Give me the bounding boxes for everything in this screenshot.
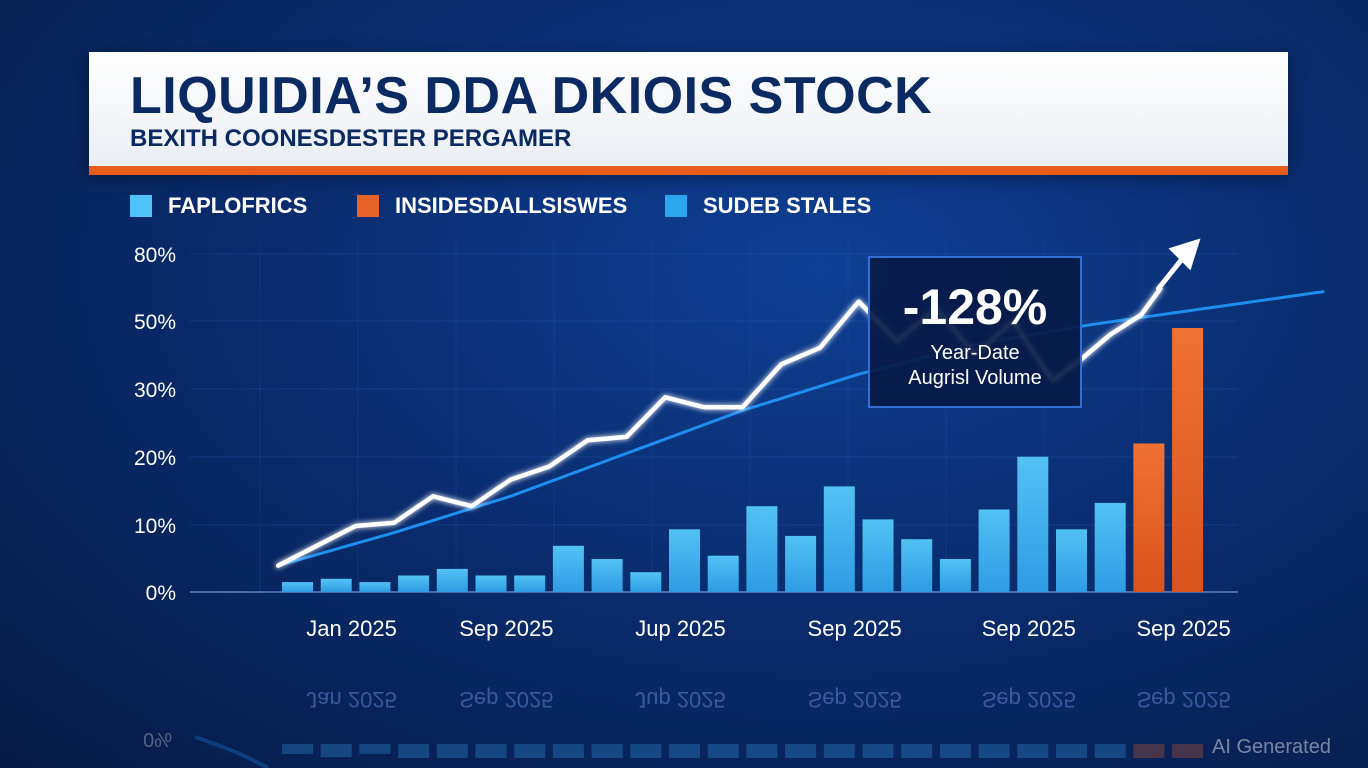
x-tick-label-reflection: Jup 2025 (635, 687, 726, 712)
bar (862, 519, 894, 592)
bar (978, 509, 1010, 592)
y-tick-label-reflection: 0% (143, 728, 172, 750)
bar-reflection (359, 744, 391, 754)
x-tick-label-reflection: Sep 2025 (982, 687, 1076, 712)
bar (398, 575, 430, 592)
bar-reflection (398, 744, 430, 758)
y-tick-label: 80% (134, 244, 176, 267)
bar-reflection (282, 744, 313, 754)
bar-reflection (1017, 744, 1049, 758)
bar-reflection (1172, 744, 1204, 758)
x-tick-label: Jan 2025 (306, 616, 397, 641)
bar (669, 529, 700, 592)
bar-reflection (707, 744, 739, 758)
bar-reflection (475, 744, 507, 758)
bar (1094, 502, 1126, 592)
title-banner (89, 52, 1288, 170)
y-tick-label: 10% (134, 515, 176, 538)
bar (591, 559, 623, 592)
bar-reflection (630, 744, 662, 758)
bar-reflection (320, 744, 352, 758)
legend-swatch-orange (357, 195, 379, 217)
chart-reflection (194, 735, 1204, 768)
x-tick-label: Sep 2025 (459, 616, 553, 641)
bar (785, 535, 817, 592)
banner-accent-stripe (89, 166, 1288, 175)
bar-reflection (1056, 744, 1087, 758)
x-tick-label: Sep 2025 (1136, 616, 1230, 641)
bar-reflection (939, 744, 971, 758)
x-tick-label: Sep 2025 (808, 616, 902, 641)
bar (514, 575, 546, 592)
bar-reflection (669, 744, 700, 758)
trend-line (276, 290, 1325, 568)
chart-title: LIQUIDIA’S DDA DKIOIS STOCK (130, 67, 933, 125)
y-tick-label: 30% (134, 379, 176, 402)
legend-label: SUDEB STALES (703, 193, 872, 218)
x-tick-label-reflection: Sep 2025 (808, 687, 902, 712)
bar-reflection (591, 744, 623, 758)
bar-reflection (785, 744, 817, 758)
bar-reflection (1094, 744, 1126, 758)
y-tick-label: 20% (134, 447, 176, 470)
bar-reflection (823, 744, 855, 758)
callout-value: -128% (902, 279, 1048, 335)
x-tick-label: Sep 2025 (982, 616, 1076, 641)
x-tick-label-reflection: Sep 2025 (459, 687, 553, 712)
bar-reflection (862, 744, 894, 758)
bar (436, 568, 468, 592)
bar-reflection (436, 744, 468, 758)
bar (475, 575, 507, 592)
bar-reflection (978, 744, 1010, 758)
y-axis-ticks: 80% 50% 30% 20% 10% 0% 0% (134, 244, 176, 750)
legend-label: INSIDESDALLSISWES (395, 193, 628, 218)
x-tick-label-reflection: Sep 2025 (1136, 687, 1230, 712)
bar (1056, 529, 1087, 592)
bar (746, 506, 778, 592)
ai-generated-watermark: AI Generated (1212, 736, 1331, 758)
y-tick-label: 50% (134, 311, 176, 334)
bar-highlight (1133, 443, 1165, 592)
callout-box: -128% Year-Date Augrisl Volume (868, 256, 1082, 408)
bar-reflection (746, 744, 778, 758)
callout-label-line1: Year-Date (930, 342, 1020, 364)
volume-bars (282, 328, 1204, 592)
y-tick-label: 0% (146, 582, 176, 605)
bar (552, 545, 584, 592)
legend-label: FAPLOFRICS (168, 193, 308, 218)
arrow-shaft (1156, 255, 1186, 291)
callout-label-line2: Augrisl Volume (908, 367, 1042, 389)
bar-reflection (514, 744, 546, 758)
bar (707, 555, 739, 592)
bar (282, 582, 313, 592)
bar (320, 578, 352, 592)
bar (823, 486, 855, 592)
line-reflection (194, 735, 269, 768)
bar (939, 559, 971, 592)
legend-item-sudeb-stales: SUDEB STALES (665, 193, 871, 219)
bar (1017, 456, 1049, 592)
chart-lines (275, 238, 1325, 568)
chart-subtitle: BEXITH COONESDESTER PERGAMER (130, 125, 572, 152)
arrow-up-icon (1168, 238, 1201, 271)
legend-item-insides: INSIDESDALLSISWES (357, 193, 627, 219)
bar-reflection (552, 744, 584, 758)
legend-swatch-blue (665, 195, 687, 217)
x-tick-label-reflection: Jan 2025 (306, 687, 397, 712)
legend-item-faplofrics: FAPLOFRICS (130, 193, 307, 219)
bar (901, 539, 933, 592)
bar (359, 582, 391, 592)
legend-swatch-light-blue (130, 195, 152, 217)
bar-reflection (1133, 744, 1165, 758)
bar-highlight (1172, 328, 1204, 592)
x-axis-ticks: Jan 2025 Jan 2025 Sep 2025 Sep 2025 Jup 2025… (306, 616, 1230, 712)
bar-reflection (901, 744, 933, 758)
x-tick-label: Jup 2025 (635, 616, 726, 641)
bar (630, 572, 662, 592)
